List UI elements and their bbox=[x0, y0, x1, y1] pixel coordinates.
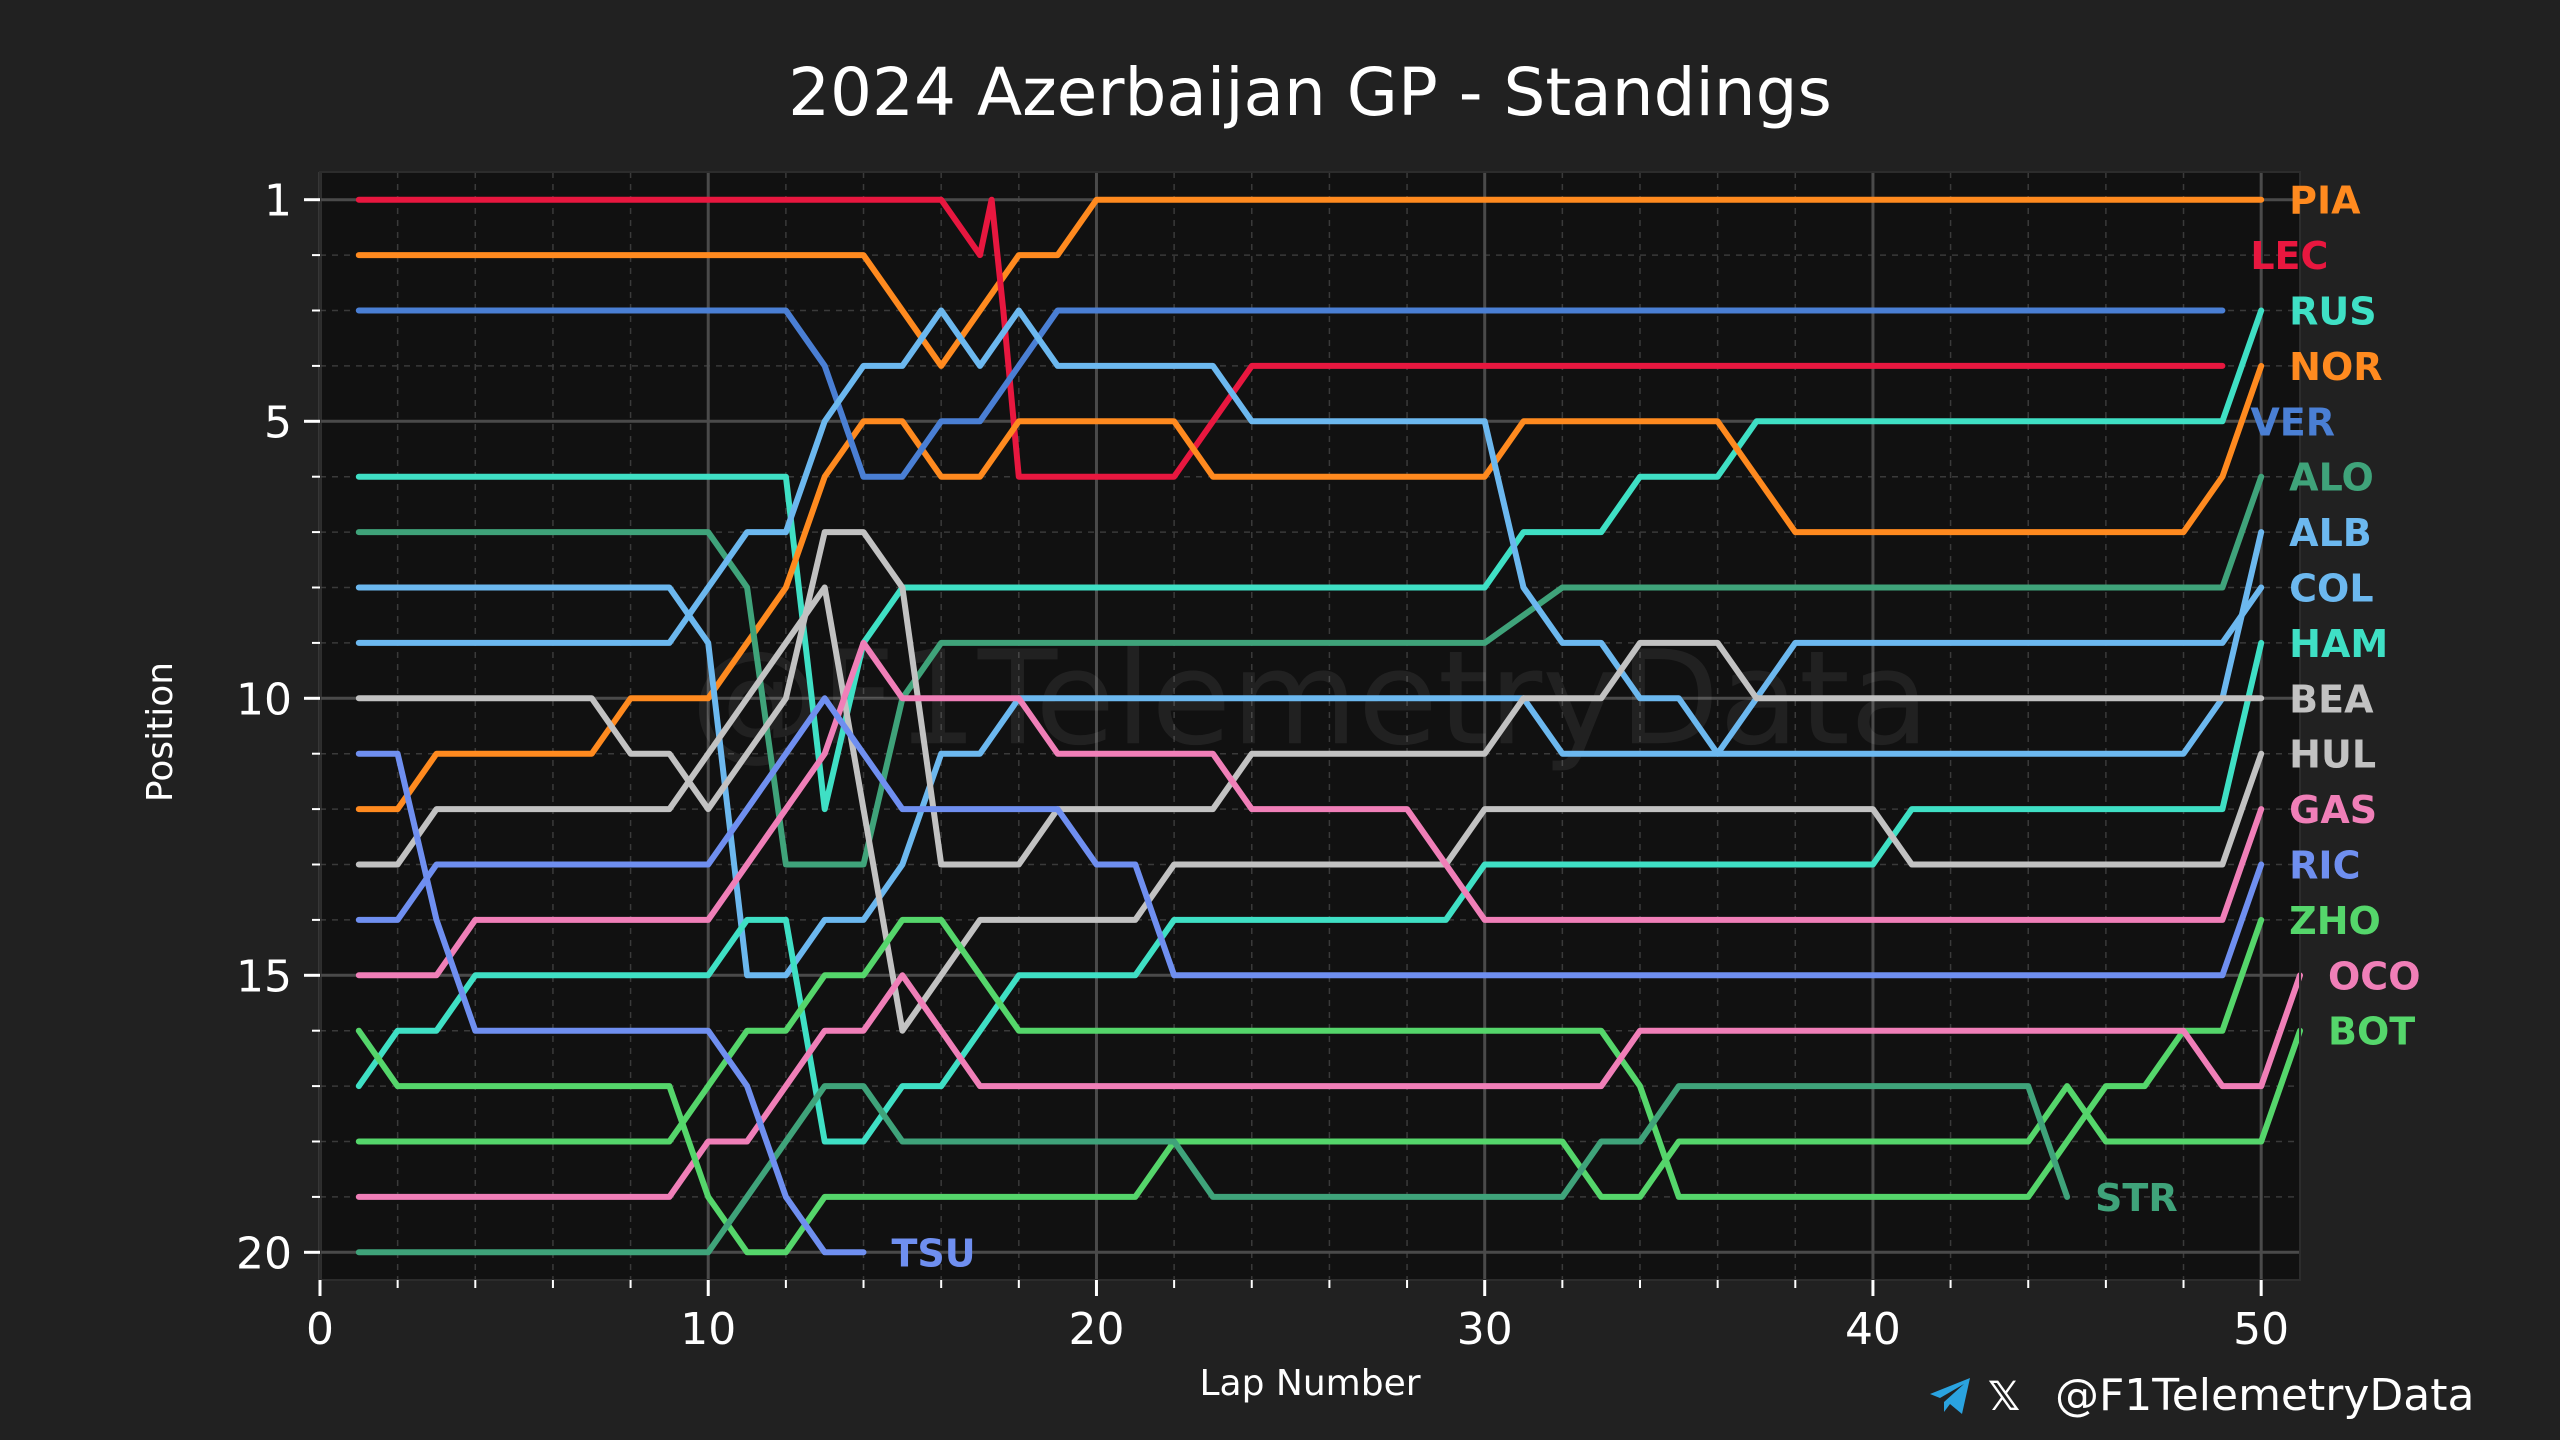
plot-area bbox=[320, 172, 2300, 1280]
series-line-tsu bbox=[355, 750, 867, 1256]
handle-text: @F1TelemetryData bbox=[2055, 1370, 2474, 1421]
series-line-ver bbox=[355, 307, 2226, 480]
telegram-icon bbox=[1930, 1378, 1970, 1414]
series-line-col bbox=[355, 307, 2265, 757]
driver-label-pia: PIA bbox=[2289, 179, 2361, 223]
series-line-gas bbox=[355, 639, 2265, 979]
series-line-str bbox=[355, 1083, 2071, 1256]
series-line-lec bbox=[355, 196, 2226, 480]
x-tick-label: 50 bbox=[2233, 1304, 2289, 1355]
series-line-oco bbox=[355, 972, 2303, 1200]
driver-label-col: COL bbox=[2289, 567, 2373, 611]
y-tick-label: 5 bbox=[264, 397, 292, 448]
driver-label-str: STR bbox=[2095, 1176, 2178, 1220]
y-axis-label: Position bbox=[140, 662, 181, 802]
driver-label-alb: ALB bbox=[2289, 511, 2372, 555]
driver-label-bea: BEA bbox=[2289, 677, 2374, 721]
chart-title: 2024 Azerbaijan GP - Standings bbox=[788, 54, 1832, 131]
x-tick-label: 40 bbox=[1845, 1304, 1901, 1355]
x-tick-label: 30 bbox=[1457, 1304, 1513, 1355]
driver-label-oco: OCO bbox=[2328, 954, 2421, 998]
y-tick-label: 1 bbox=[264, 176, 292, 227]
series-line-zho bbox=[355, 916, 2265, 1200]
driver-label-ham: HAM bbox=[2289, 622, 2388, 666]
driver-label-nor: NOR bbox=[2289, 345, 2382, 389]
driver-label-gas: GAS bbox=[2289, 788, 2377, 832]
x-tick-label: 0 bbox=[306, 1304, 334, 1355]
series-line-hul bbox=[355, 584, 2265, 1034]
driver-label-tsu: TSU bbox=[892, 1231, 976, 1275]
driver-label-ver: VER bbox=[2250, 400, 2335, 444]
social-handle: 𝕏 @F1TelemetryData bbox=[1930, 1370, 2474, 1421]
driver-label-zho: ZHO bbox=[2289, 899, 2381, 943]
y-tick-label: 20 bbox=[236, 1228, 292, 1279]
series-line-ric bbox=[355, 695, 2265, 979]
x-tick-label: 20 bbox=[1068, 1304, 1124, 1355]
driver-label-ric: RIC bbox=[2289, 844, 2360, 888]
driver-label-bot: BOT bbox=[2328, 1010, 2415, 1054]
y-tick-label: 15 bbox=[236, 951, 292, 1002]
series-line-bot bbox=[355, 1027, 2303, 1256]
y-tick-label: 10 bbox=[236, 674, 292, 725]
driver-label-hul: HUL bbox=[2289, 733, 2376, 777]
series-line-nor bbox=[355, 362, 2265, 813]
x-logo-icon: 𝕏 bbox=[1988, 1374, 2020, 1420]
driver-labels: PIA LEC RUS NOR VER ALO ALB COL HAM BEA HUL GAS RIC Z… bbox=[892, 179, 2421, 1276]
series-lines bbox=[355, 196, 2303, 1256]
series-line-ham bbox=[355, 639, 2265, 1145]
driver-label-alo: ALO bbox=[2289, 456, 2374, 500]
driver-label-rus: RUS bbox=[2289, 290, 2377, 334]
driver-label-lec: LEC bbox=[2250, 234, 2328, 278]
x-axis-label: Lap Number bbox=[1199, 1363, 1420, 1404]
x-tick-label: 10 bbox=[680, 1304, 736, 1355]
series-line-rus bbox=[355, 307, 2265, 813]
plot-frame bbox=[319, 171, 2301, 1281]
